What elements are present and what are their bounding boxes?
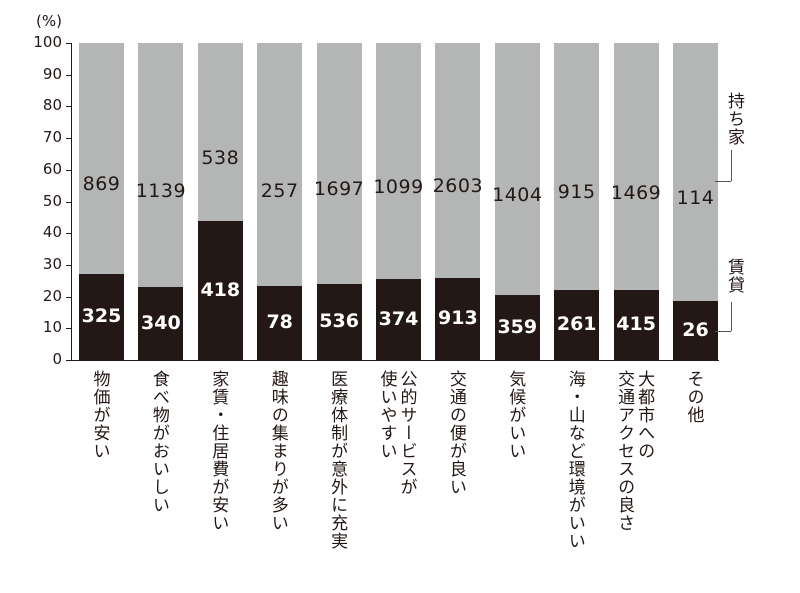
bar-segment-own [79,43,124,274]
legend-rent: 賃貸 [724,258,744,294]
value-label-own: 1099 [373,176,424,199]
legend-own: 持ち家 [724,92,744,146]
legend-rent-leader [731,302,732,331]
bar-segment-rent [494,295,540,360]
bar-segment-own [316,43,362,284]
bar-segment-rent [554,289,600,360]
x-category-label: 趣味の集まりが多い [267,370,288,532]
value-label-own: 915 [557,181,596,204]
y-tick-label: 20 [42,286,62,305]
y-tick-mark [66,328,72,330]
bar-segment-own [197,43,243,222]
bar-segment-own [435,43,481,278]
bar-segment-own [494,43,540,296]
y-tick-label: 80 [42,96,62,115]
bar-segment-rent [197,221,243,360]
y-tick-mark [66,43,72,44]
value-label-rent: 359 [497,315,538,338]
x-category-label: 海・山など環境がいい [564,370,585,550]
value-label-rent: 26 [682,318,709,341]
y-tick-mark [66,169,72,171]
bar: 257 78 [257,43,303,360]
bar: 1469 415 [611,43,661,360]
y-tick-label: 10 [42,318,62,337]
bar-segment-own [138,43,184,288]
y-tick-mark [66,296,72,298]
y-tick-label: 30 [42,254,62,273]
x-category-label: 物価が安い [89,370,110,460]
bar-segment-rent [376,279,421,360]
bar-segment-own [613,43,659,291]
legend-own-leader [731,150,732,181]
value-label-own: 538 [201,147,240,170]
x-category-label: 家賃・住居費が安い [208,370,229,532]
value-label-rent: 418 [200,278,241,301]
bar: 1099 374 [373,43,423,360]
value-label-own: 257 [260,179,299,202]
y-tick-label: 70 [42,128,62,147]
y-tick-mark [66,264,72,266]
bar-segment-rent [138,287,184,360]
value-label-own: 1469 [610,181,662,204]
bar: 2603 913 [433,43,483,360]
x-category-label: 公的サービスが 使いやすい [376,370,417,496]
bar: 1139 340 [136,43,186,360]
y-axis-unit: (%) [36,12,62,30]
x-category-label: 食べ物がおいしい [148,370,169,514]
bar: 114 26 [673,43,718,360]
value-label-rent: 261 [556,312,597,335]
y-tick-label: 60 [42,159,62,178]
y-tick-label: 90 [42,64,62,83]
bar: 1697 536 [314,43,364,360]
bar-segment-rent [613,290,659,360]
value-label-own: 869 [82,173,121,196]
bar-segment-own [554,43,600,290]
y-tick-mark [66,233,72,235]
bar-segment-rent [316,283,362,360]
bar-segment-rent [257,286,303,360]
bar: 869 325 [79,43,124,360]
legend-rent-leader-h [715,331,731,332]
x-axis-line [71,360,719,361]
bar-segment-rent [673,301,718,360]
y-tick-mark [66,138,72,140]
y-tick-mark [66,74,72,76]
value-label-rent: 325 [81,304,122,327]
bar-segment-rent [79,273,124,360]
x-category-label: 交通の便が良い [445,370,466,496]
bar-segment-own [376,43,421,280]
value-label-rent: 340 [141,311,181,334]
value-label-rent: 536 [319,309,359,332]
y-tick-mark [66,106,72,108]
y-tick-label: 0 [52,350,62,368]
value-label-own: 1404 [492,184,543,207]
y-tick-label: 50 [42,191,62,210]
x-category-label: 気候がいい [505,370,526,460]
value-label-own: 1697 [313,178,365,201]
x-category-label: 大都市への 交通アクセスの良さ [614,370,655,532]
value-label-own: 1139 [135,180,187,203]
bar: 538 418 [197,43,243,360]
x-category-label: その他 [683,370,704,424]
bar: 915 261 [554,43,600,360]
y-tick-mark [66,201,72,203]
value-label-rent: 415 [616,313,656,336]
y-tick-mark [66,360,72,361]
value-label-own: 2603 [432,175,484,198]
y-tick-label: 40 [42,223,62,242]
value-label-rent: 374 [378,307,419,330]
legend-own-leader-h [715,181,731,182]
value-label-own: 114 [676,187,715,210]
bar-segment-own [257,43,303,287]
bar-segment-own [673,43,718,302]
value-label-rent: 78 [266,311,293,334]
bar: 1404 359 [492,43,542,360]
value-label-rent: 913 [438,306,478,329]
bar-segment-rent [435,277,481,360]
x-category-label: 医療体制が意外に充実 [327,370,348,550]
y-tick-label: 100 [33,33,62,51]
